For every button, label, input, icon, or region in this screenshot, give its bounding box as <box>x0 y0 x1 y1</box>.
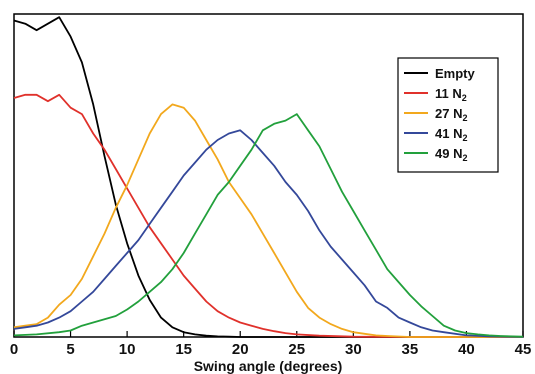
x-tick-label: 5 <box>66 341 74 358</box>
legend-label-2: 27 N2 <box>435 106 467 123</box>
legend-label-subscript: 2 <box>462 113 467 123</box>
x-tick-label: 0 <box>10 341 18 358</box>
x-tick-label: 25 <box>288 341 305 358</box>
legend-label-main: 41 N <box>435 126 462 141</box>
legend-label-subscript: 2 <box>462 93 467 103</box>
x-axis-title: Swing angle (degrees) <box>194 358 343 374</box>
series-line-0 <box>13 16 523 338</box>
series-line-3 <box>13 129 524 338</box>
x-tick-label: 45 <box>515 341 532 358</box>
x-tick-label: 10 <box>119 341 136 358</box>
legend-label-1: 11 N2 <box>435 86 467 103</box>
legend-label-0: Empty <box>435 66 476 81</box>
legend-label-4: 49 N2 <box>435 146 467 163</box>
legend-label-subscript: 2 <box>462 133 467 143</box>
x-tick-label: 15 <box>175 341 192 358</box>
legend-label-3: 41 N2 <box>435 126 467 143</box>
legend-label-main: 11 N <box>435 86 462 101</box>
legend-label-main: 49 N <box>435 146 462 161</box>
x-tick-label: 40 <box>458 341 475 358</box>
x-tick-label: 20 <box>232 341 249 358</box>
series-line-2 <box>13 103 523 338</box>
legend-label-main: Empty <box>435 66 476 81</box>
series-line-4 <box>13 113 524 338</box>
x-tick-label: 30 <box>345 341 362 358</box>
series-line-1 <box>13 93 523 338</box>
legend-label-subscript: 2 <box>462 153 467 163</box>
x-tick-label: 35 <box>402 341 419 358</box>
legend-label-main: 27 N <box>435 106 462 121</box>
